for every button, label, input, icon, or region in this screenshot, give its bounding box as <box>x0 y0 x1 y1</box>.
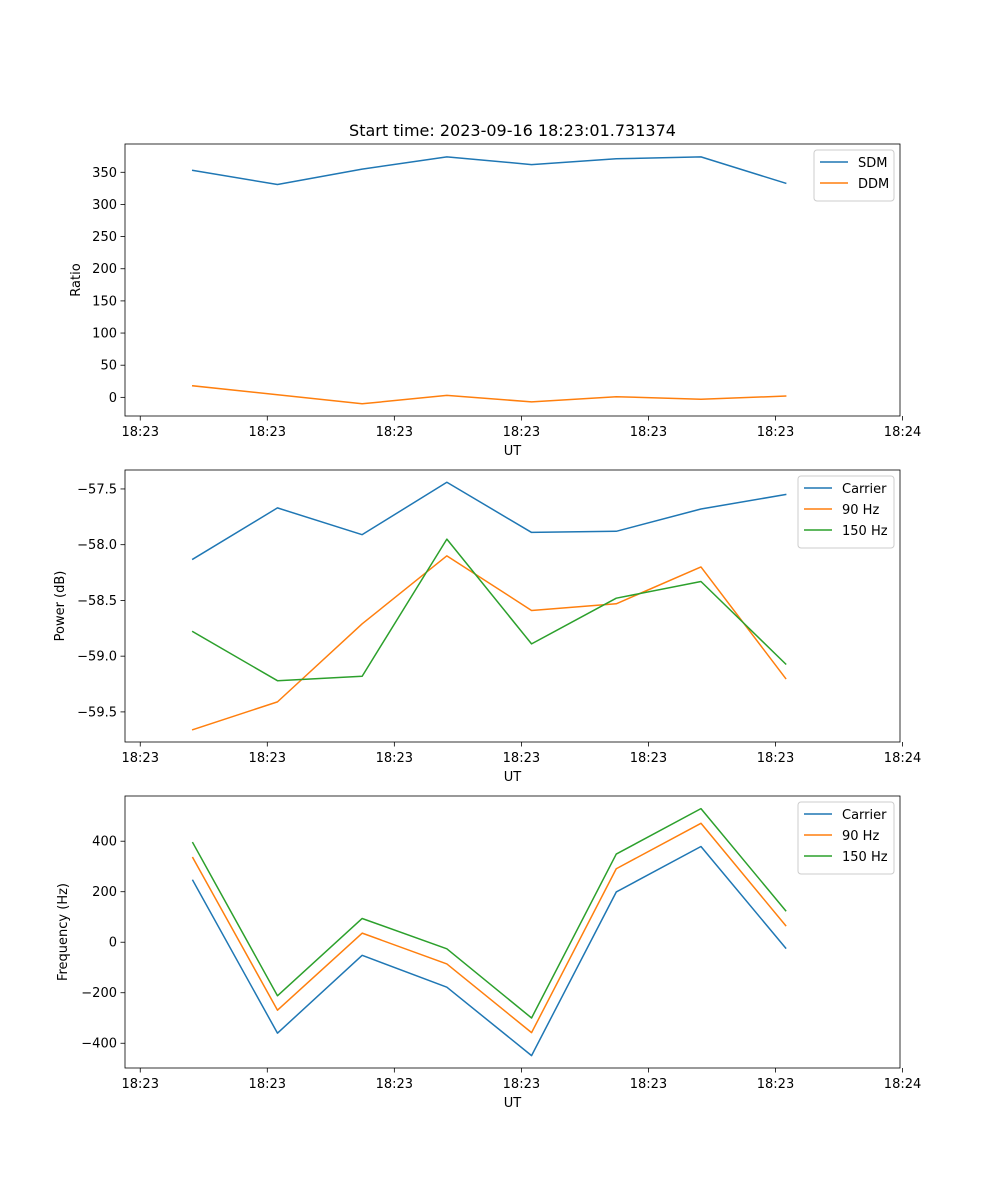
y-tick-label: 50 <box>100 359 117 374</box>
legend: Carrier 90 Hz 150 Hz <box>797 801 895 875</box>
x-tick-label: 18:24 <box>884 1077 921 1092</box>
chart-panel-2: 18:23 18:23 18:23 18:23 18:23 18:23 18:24 −59.5… <box>53 469 921 785</box>
x-tick-label: 18:23 <box>122 425 159 440</box>
series-line-sdm <box>191 156 787 186</box>
legend-label: DDM <box>858 177 889 192</box>
x-tick-label: 18:23 <box>503 425 540 440</box>
x-tick-label: 18:23 <box>503 1077 540 1092</box>
series-line-ddm <box>191 384 787 405</box>
legend-label: 150 Hz <box>842 850 888 865</box>
y-axis-label: Frequency (Hz) <box>56 883 71 981</box>
y-tick-label: 250 <box>92 230 117 245</box>
y-axis-label: Power (dB) <box>53 571 68 642</box>
x-tick-label: 18:23 <box>503 751 540 766</box>
y-tick-label: −58.5 <box>77 594 117 609</box>
y-tick-label: −400 <box>81 1037 117 1052</box>
x-tick-label: 18:23 <box>757 1077 794 1092</box>
y-tick-label: 150 <box>92 294 117 309</box>
x-tick-label: 18:23 <box>757 425 794 440</box>
chart-panel-1: 18:23 18:23 18:23 18:23 18:23 18:23 18:24 0 50 10… <box>69 143 921 459</box>
x-tick-label: 18:23 <box>376 1077 413 1092</box>
x-axis-label: UT <box>504 444 522 459</box>
chart-panel-3: 18:23 18:23 18:23 18:23 18:23 18:23 18:24 −400 −… <box>56 795 921 1111</box>
series-line-150-hz <box>191 538 787 682</box>
y-tick-label: 200 <box>92 885 117 900</box>
y-tick-label: 400 <box>92 835 117 850</box>
axes-frame <box>124 469 901 743</box>
y-tick-label: −59.5 <box>77 705 117 720</box>
legend-label: Carrier <box>842 482 887 497</box>
y-tick-label: 200 <box>92 262 117 277</box>
y-tick-label: 350 <box>92 166 117 181</box>
x-axis-label: UT <box>504 770 522 785</box>
x-tick-label: 18:24 <box>884 751 921 766</box>
legend-label: SDM <box>858 156 887 171</box>
figure-title: Start time: 2023-09-16 18:23:01.731374 <box>349 121 676 140</box>
y-tick-label: −58.0 <box>77 538 117 553</box>
axes-frame <box>124 795 901 1069</box>
x-tick-label: 18:23 <box>249 425 286 440</box>
legend: SDM DDM <box>813 149 895 202</box>
legend-label: 150 Hz <box>842 524 888 539</box>
series-line-carrier <box>191 845 787 1057</box>
panels: 18:23 18:23 18:23 18:23 18:23 18:23 18:24 0 50 10… <box>53 143 921 1111</box>
x-tick-label: 18:23 <box>249 1077 286 1092</box>
axes-frame <box>124 143 901 417</box>
x-tick-label: 18:24 <box>884 425 921 440</box>
x-tick-label: 18:23 <box>376 751 413 766</box>
y-tick-label: −57.5 <box>77 482 117 497</box>
series-line-90-hz <box>191 822 787 1034</box>
y-tick-label: 300 <box>92 198 117 213</box>
y-tick-label: 0 <box>109 391 117 406</box>
x-tick-label: 18:23 <box>757 751 794 766</box>
legend-label: Carrier <box>842 808 887 823</box>
x-tick-label: 18:23 <box>630 425 667 440</box>
x-tick-label: 18:23 <box>122 751 159 766</box>
x-tick-label: 18:23 <box>630 1077 667 1092</box>
y-tick-label: −200 <box>81 986 117 1001</box>
legend: Carrier 90 Hz 150 Hz <box>797 475 895 549</box>
legend-label: 90 Hz <box>842 503 879 518</box>
y-axis-label: Ratio <box>69 263 84 296</box>
series-line-150-hz <box>191 807 787 1019</box>
series-line-90-hz <box>191 555 787 731</box>
y-tick-label: −59.0 <box>77 650 117 665</box>
x-tick-label: 18:23 <box>249 751 286 766</box>
y-tick-label: 100 <box>92 327 117 342</box>
x-axis-label: UT <box>504 1096 522 1111</box>
y-tick-label: 0 <box>109 936 117 951</box>
legend-label: 90 Hz <box>842 829 879 844</box>
series-line-carrier <box>191 481 787 561</box>
x-tick-label: 18:23 <box>122 1077 159 1092</box>
x-tick-label: 18:23 <box>376 425 413 440</box>
x-tick-label: 18:23 <box>630 751 667 766</box>
